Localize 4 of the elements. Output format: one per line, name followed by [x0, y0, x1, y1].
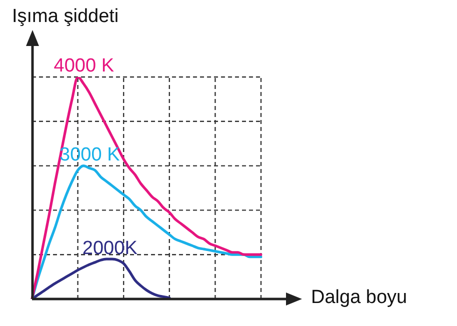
series-label: 2000K: [82, 238, 138, 259]
x-axis-title: Dalga boyu: [311, 287, 408, 309]
series-label: 4000 K: [54, 56, 114, 77]
y-axis-title: Işıma şiddeti: [12, 6, 119, 28]
